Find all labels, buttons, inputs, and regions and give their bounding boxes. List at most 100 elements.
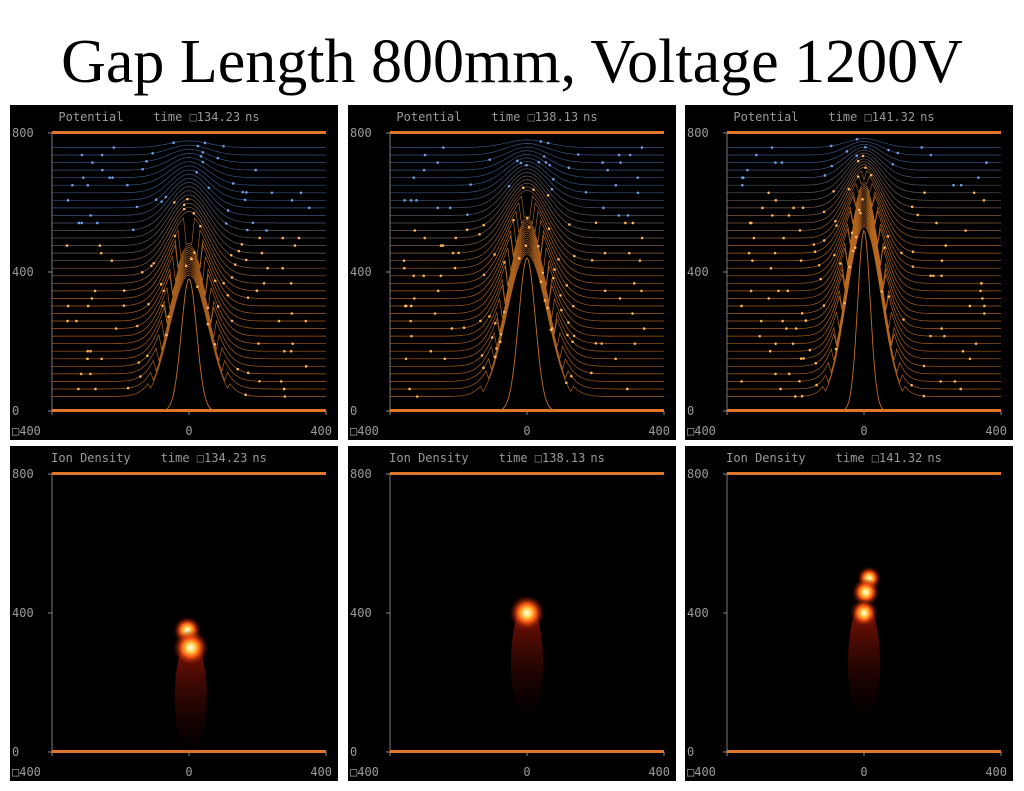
particle — [192, 212, 196, 215]
x-tick-label: 400 — [310, 424, 332, 438]
contour-line — [727, 152, 1001, 186]
particle — [224, 222, 228, 225]
particle — [740, 380, 743, 383]
particle — [98, 244, 102, 247]
particle — [802, 357, 805, 360]
particle — [201, 160, 205, 164]
particle — [423, 153, 427, 157]
particle — [546, 194, 550, 197]
particle — [110, 259, 114, 262]
particle — [258, 379, 261, 383]
particle — [145, 160, 148, 163]
contour-line — [727, 185, 1001, 254]
contour-line — [390, 219, 664, 284]
contour-line — [390, 224, 664, 292]
particle — [213, 279, 217, 283]
particle — [861, 198, 864, 201]
particle — [244, 393, 247, 397]
particle — [565, 381, 568, 385]
particle — [594, 221, 598, 225]
particle — [254, 168, 257, 172]
particle — [173, 201, 176, 204]
y-tick-label: 0 — [12, 404, 19, 418]
particle — [638, 259, 642, 262]
particle — [439, 274, 443, 278]
particle — [512, 218, 515, 222]
particle — [409, 319, 412, 323]
particle — [602, 206, 605, 210]
particle — [935, 221, 938, 225]
contour-line — [52, 140, 326, 148]
particle — [403, 199, 406, 202]
contour-line — [727, 202, 1001, 314]
axes-frame — [389, 133, 664, 412]
panel-title: Potential — [396, 110, 461, 124]
bottom-electrode — [727, 750, 1001, 753]
particle — [968, 304, 972, 308]
particle — [462, 326, 466, 329]
particle — [606, 168, 609, 172]
ion-tail — [174, 637, 207, 758]
particle — [207, 186, 211, 190]
particle — [769, 266, 773, 270]
contour-line — [390, 161, 664, 194]
particle — [859, 211, 862, 215]
time-unit: ns — [245, 110, 259, 124]
particle — [436, 289, 440, 293]
time-value: 141.32 — [872, 110, 915, 124]
particle — [222, 144, 225, 148]
particle — [546, 141, 550, 145]
particle — [260, 251, 264, 255]
potential-panel-3: Potential time □141.32 ns 800 400 0 □400 0 400 — [685, 105, 1013, 440]
time-glyph: □ — [535, 451, 542, 465]
particle — [552, 276, 555, 280]
particle — [290, 312, 294, 315]
particle — [798, 379, 801, 383]
particle — [502, 310, 506, 314]
ion-tail — [848, 603, 880, 723]
contour-line — [727, 161, 1001, 209]
particle — [640, 289, 643, 293]
y-tick-label: 800 — [350, 467, 372, 481]
particle — [299, 191, 303, 195]
particle — [548, 163, 552, 167]
particle — [883, 246, 886, 249]
top-electrode — [390, 472, 664, 475]
particle — [466, 213, 469, 217]
top-electrode — [727, 472, 1001, 475]
contour-line — [52, 217, 326, 284]
contour-line — [390, 249, 664, 382]
contour-line — [727, 194, 1001, 284]
particle — [126, 386, 130, 390]
particle — [747, 251, 751, 255]
contour-line — [727, 204, 1001, 322]
x-tick-label: 0 — [523, 424, 530, 438]
ion-density-plot: Ion Density time □134.23 ns 800 400 0 □400 0 400 — [12, 451, 332, 779]
particle — [767, 191, 770, 195]
particle — [792, 206, 795, 210]
particle — [100, 153, 104, 157]
particle — [478, 233, 481, 236]
particle — [488, 315, 491, 318]
particle — [304, 365, 308, 368]
particle — [814, 361, 818, 365]
contour-line — [727, 189, 1001, 269]
particle — [952, 183, 955, 187]
bottom-electrode — [390, 750, 664, 753]
particle — [794, 327, 798, 330]
particle — [631, 221, 635, 225]
particle — [526, 216, 529, 220]
particle — [245, 191, 248, 194]
contour-line — [52, 272, 326, 390]
contour-line — [52, 253, 326, 322]
particle — [916, 213, 920, 217]
y-tick-label: 800 — [12, 467, 34, 481]
x-tick-label: □400 — [687, 424, 716, 438]
time-label: time — [499, 451, 535, 465]
particle — [195, 170, 198, 174]
x-tick-label: 400 — [985, 424, 1007, 438]
particle — [746, 168, 749, 172]
bottom-electrode — [390, 409, 664, 412]
contour-line — [52, 243, 326, 307]
particle — [812, 243, 816, 246]
